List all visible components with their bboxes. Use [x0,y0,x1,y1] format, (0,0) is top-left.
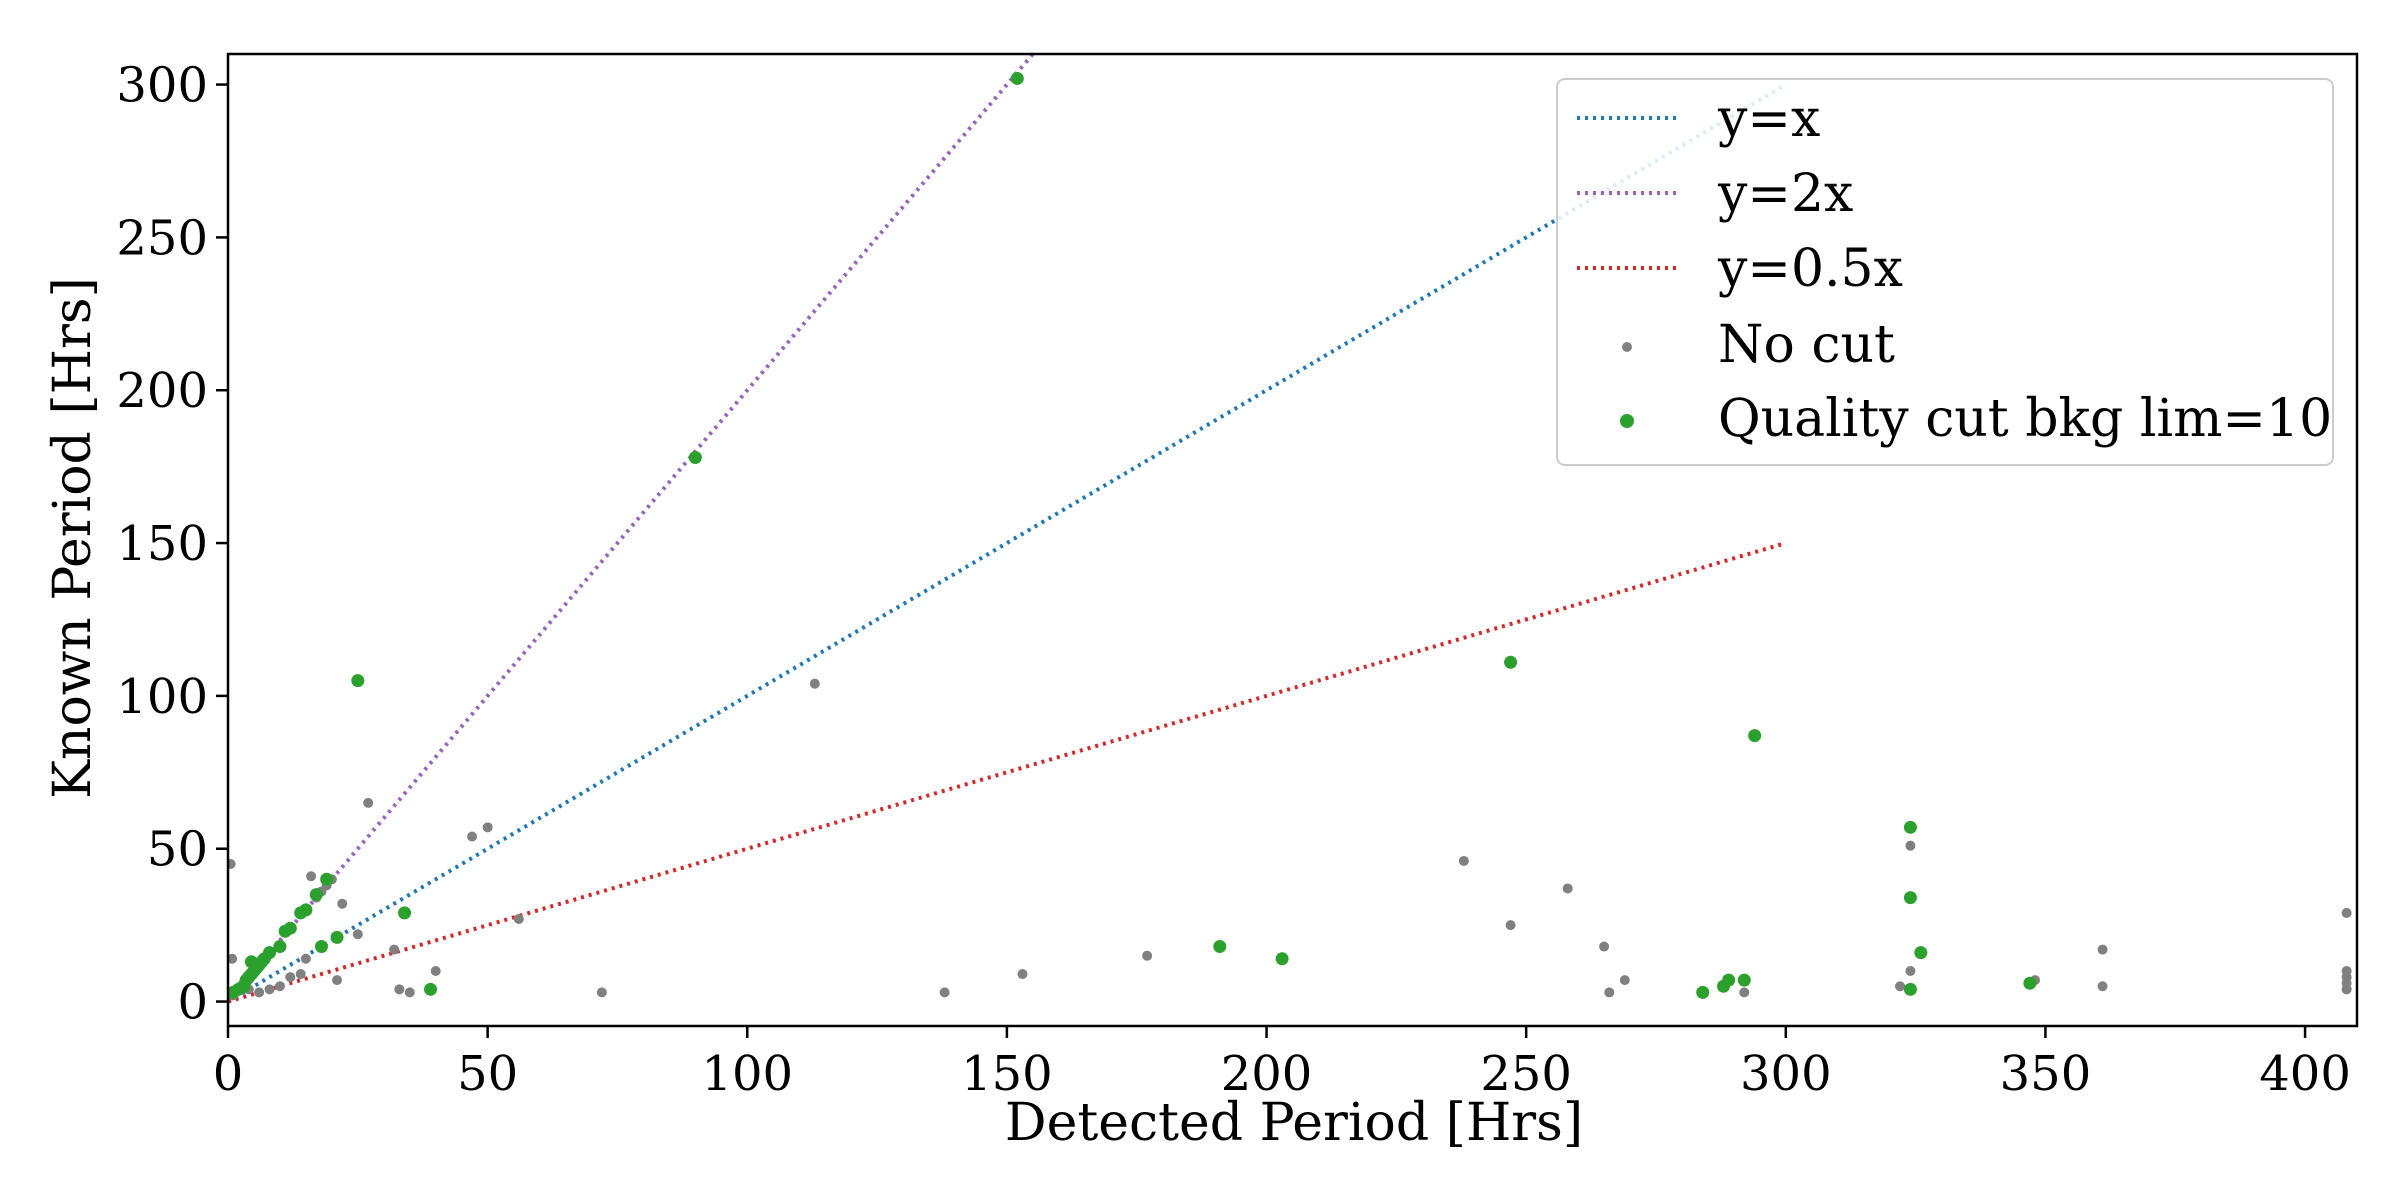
point-no-cut [1739,987,1750,998]
point-no-cut [300,953,311,964]
point-quality-cut-bkg-lim-10 [320,872,334,886]
point-quality-cut-bkg-lim-10 [1903,820,1917,834]
point-no-cut [430,965,441,976]
point-no-cut [2097,981,2108,992]
x-tick-label: 50 [457,1046,518,1102]
point-no-cut [1905,840,1916,851]
y-tick-label: 50 [147,822,208,878]
y-tick-label: 0 [177,975,208,1031]
point-quality-cut-bkg-lim-10 [309,888,323,902]
point-quality-cut-bkg-lim-10 [351,674,365,688]
legend-marker-quality-cut [1620,414,1634,428]
point-no-cut [513,914,524,925]
point-no-cut [1599,941,1610,952]
point-no-cut [285,972,296,983]
point-no-cut [596,987,607,998]
point-no-cut [2341,907,2352,918]
point-no-cut [264,984,275,995]
point-quality-cut-bkg-lim-10 [1696,985,1710,999]
y-tick-label: 300 [116,58,208,114]
point-no-cut [228,859,236,869]
reference-line-y-0-5x [228,541,1787,1004]
point-quality-cut-bkg-lim-10 [273,940,287,954]
point-no-cut [1895,981,1906,992]
plot-frame [226,52,2359,1028]
point-no-cut [394,984,405,995]
point-quality-cut-bkg-lim-10 [283,921,297,935]
point-no-cut [295,969,306,980]
point-quality-cut-bkg-lim-10 [1010,71,1024,85]
x-tick-label: 0 [213,1046,244,1102]
point-no-cut [363,797,374,808]
point-no-cut [467,831,478,842]
point-no-cut [2341,984,2352,995]
legend-label-y-equals-2x: y=2x [1717,164,1853,224]
legend-label-y-equals-x: y=x [1717,89,1820,149]
point-quality-cut-bkg-lim-10 [1914,946,1928,960]
point-no-cut [2097,944,2108,955]
point-no-cut [939,987,950,998]
point-quality-cut-bkg-lim-10 [244,955,258,969]
point-no-cut [482,822,493,833]
axes: 0 50 100 150 200 250 300 350 400 0 50 100 150 200 250 3… [116,52,2359,1102]
point-no-cut [1017,969,1028,980]
point-quality-cut-bkg-lim-10 [1903,891,1917,905]
reference-line-y-x [228,82,1787,1004]
point-no-cut [809,678,820,689]
point-no-cut [352,929,363,940]
legend-label-y-equals-half-x: y=0.5x [1717,239,1903,299]
point-no-cut [306,871,317,882]
x-tick-label: 100 [701,1046,793,1102]
point-quality-cut-bkg-lim-10 [1213,940,1227,954]
point-quality-cut-bkg-lim-10 [330,930,344,944]
legend-label-quality-cut: Quality cut bkg lim=10 [1718,389,2332,449]
x-tick-label: 200 [1221,1046,1313,1102]
plot-marks [228,54,2352,1004]
point-no-cut [254,987,265,998]
point-no-cut [1505,920,1516,931]
legend: y=x y=2x y=0.5x No cut Quality cut bkg l… [1556,78,2334,466]
point-no-cut [1619,975,1630,986]
point-quality-cut-bkg-lim-10 [1903,982,1917,996]
point-no-cut [404,987,415,998]
y-tick-label: 100 [116,669,208,725]
legend-marker-no-cut [1622,342,1632,352]
point-no-cut [228,953,238,964]
point-no-cut [332,975,343,986]
point-quality-cut-bkg-lim-10 [1737,973,1751,987]
x-axis-label: Detected Period [Hrs] [1005,1093,1583,1153]
y-tick-label: 150 [116,516,208,572]
x-tick-label: 350 [2000,1046,2092,1102]
y-tick-label: 250 [116,210,208,266]
point-no-cut [1142,950,1153,961]
legend-label-no-cut: No cut [1718,315,1895,375]
point-no-cut [1905,965,1916,976]
point-quality-cut-bkg-lim-10 [1504,655,1518,669]
point-quality-cut-bkg-lim-10 [424,982,438,996]
point-quality-cut-bkg-lim-10 [1748,729,1762,743]
point-no-cut [389,944,400,955]
x-tick-label: 400 [2259,1046,2351,1102]
plot-area [228,54,2352,1004]
point-no-cut [1458,855,1469,866]
legend-frame [1556,78,2334,466]
point-quality-cut-bkg-lim-10 [263,946,277,960]
point-quality-cut-bkg-lim-10 [688,450,702,464]
y-tick-label: 200 [116,363,208,419]
x-tick-label: 300 [1740,1046,1832,1102]
point-no-cut [274,981,285,992]
point-quality-cut-bkg-lim-10 [299,903,313,917]
point-no-cut [1604,987,1615,998]
point-quality-cut-bkg-lim-10 [2023,976,2037,990]
point-no-cut [1562,883,1573,894]
point-quality-cut-bkg-lim-10 [398,906,412,920]
y-axis-label: Known Period [Hrs] [43,277,103,799]
point-quality-cut-bkg-lim-10 [1722,973,1736,987]
x-tick-label: 250 [1480,1046,1572,1102]
x-tick-label: 150 [961,1046,1053,1102]
point-no-cut [337,898,348,909]
point-quality-cut-bkg-lim-10 [1275,952,1289,966]
point-quality-cut-bkg-lim-10 [314,940,328,954]
